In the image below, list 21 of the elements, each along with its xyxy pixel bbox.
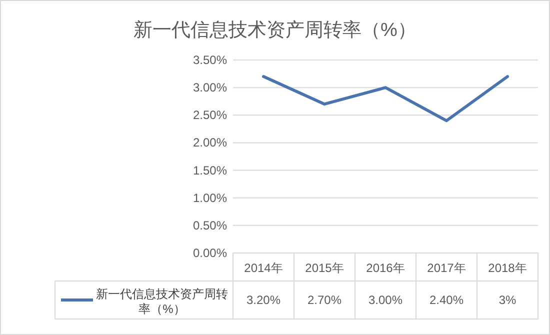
y-tick-label: 2.00% [192, 136, 228, 150]
y-tick-label: 0.50% [192, 218, 228, 232]
y-tick-label: 2.50% [192, 108, 228, 122]
x-tick-label: 2014年 [244, 261, 283, 275]
data-label: 2.40% [429, 293, 464, 307]
legend-label: 新一代信息技术资产周转率（%） [95, 287, 229, 317]
x-tick-label: 2017年 [427, 261, 466, 275]
y-tick-label: 3.50% [192, 53, 228, 67]
x-tick-label: 2018年 [488, 261, 527, 275]
y-tick-label: 1.50% [192, 163, 228, 178]
x-tick-label: 2015年 [305, 261, 344, 275]
data-label: 3.20% [246, 293, 281, 307]
chart-title: 新一代信息技术资产周转率（%） [134, 19, 416, 41]
y-tick-label: 1.00% [192, 190, 228, 205]
data-label: 3% [498, 293, 516, 307]
data-label: 3.00% [368, 293, 403, 307]
y-tick-label: 0.00% [192, 246, 228, 260]
x-tick-label: 2016年 [366, 261, 405, 275]
line-series [262, 75, 509, 122]
y-tick-label: 3.00% [192, 80, 228, 95]
data-label: 2.70% [307, 293, 342, 307]
